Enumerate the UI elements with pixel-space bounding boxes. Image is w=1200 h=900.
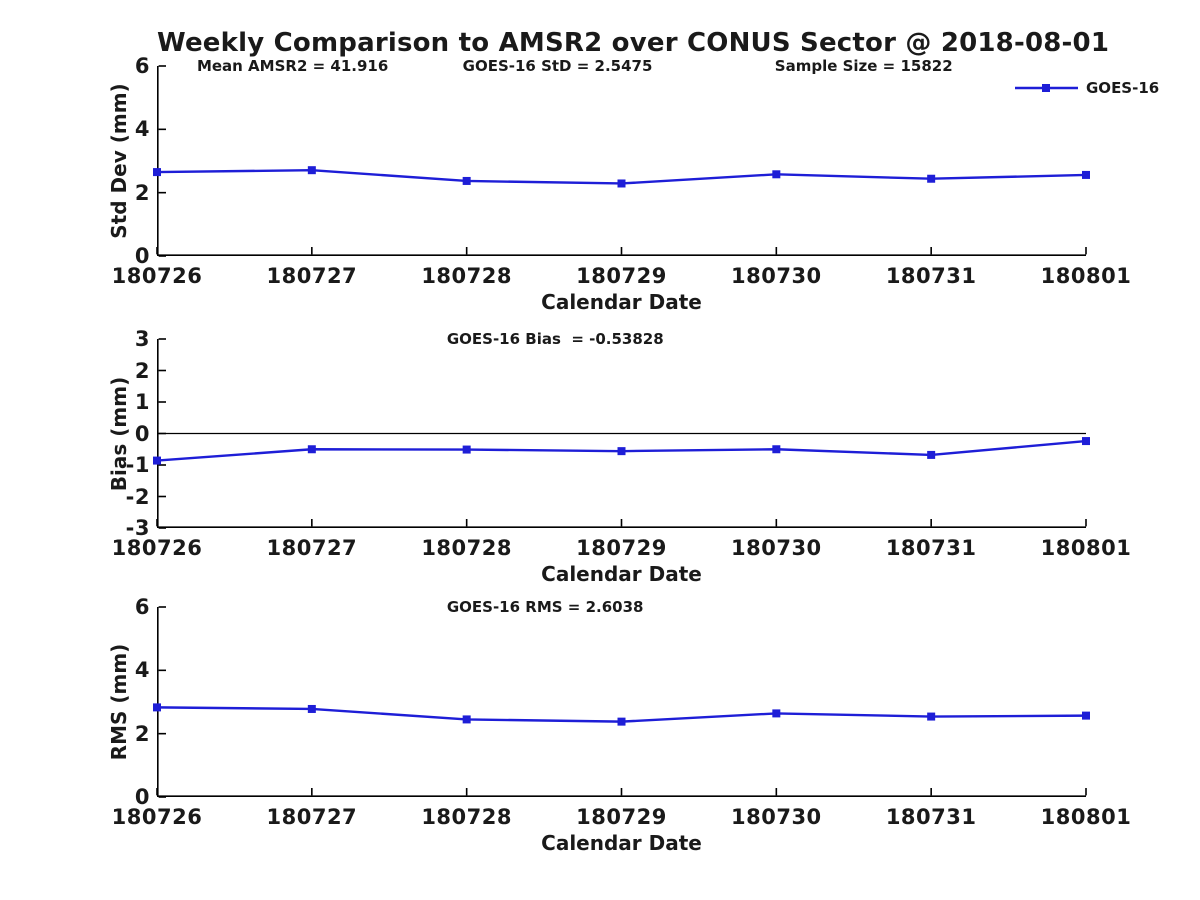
data-point xyxy=(617,179,626,188)
x-tick-label: 180730 xyxy=(730,536,822,560)
x-tick-label: 180728 xyxy=(421,264,512,288)
bias-plot-area: Bias (mm) Calendar Date -3 -2 -1 0 1 2 3 180726… xyxy=(107,328,1131,586)
y-tick-label: 6 xyxy=(134,54,150,78)
x-tick-label: 180729 xyxy=(576,536,667,560)
data-point xyxy=(153,456,161,465)
stddev-plot-area: Std Dev (mm) Calendar Date GOES-16 0 2 4 6 1… xyxy=(107,55,1159,314)
rms-annotation-0: GOES-16 RMS = 2.6038 xyxy=(446,598,644,616)
rms-plot-canvas xyxy=(153,606,1090,798)
data-point xyxy=(307,704,316,713)
data-point xyxy=(617,717,626,726)
data-point xyxy=(617,447,626,456)
data-point xyxy=(462,445,471,454)
legend-label: GOES-16 xyxy=(1086,79,1160,97)
data-point xyxy=(307,445,316,454)
data-point xyxy=(153,703,161,712)
x-tick-label: 180728 xyxy=(421,536,512,560)
x-tick-label: 180801 xyxy=(1040,805,1132,829)
y-tick-label: 1 xyxy=(134,390,150,414)
x-tick-label: 180731 xyxy=(885,264,977,288)
x-tick-label: 180726 xyxy=(111,264,203,288)
x-tick-label: 180729 xyxy=(576,805,667,829)
x-tick-label: 180730 xyxy=(730,805,822,829)
y-tick-label: 2 xyxy=(134,721,150,746)
x-tick-label: 180726 xyxy=(111,536,203,560)
y-tick-label: 2 xyxy=(134,358,150,383)
x-tick-label: 180727 xyxy=(266,264,358,288)
data-point xyxy=(462,715,471,724)
figure-title: Weekly Comparison to AMSR2 over CONUS Se… xyxy=(157,28,1110,58)
y-tick-label: 0 xyxy=(134,421,150,446)
data-point xyxy=(1082,711,1090,720)
stddev-x-axis-label: Calendar Date xyxy=(541,290,702,314)
x-tick-label: 180729 xyxy=(576,264,667,288)
data-point xyxy=(927,450,936,459)
x-tick-label: 180731 xyxy=(885,536,977,560)
x-tick-label: 180727 xyxy=(266,536,358,560)
x-tick-label: 180801 xyxy=(1040,264,1132,288)
legend: GOES-16 xyxy=(1015,79,1159,97)
y-tick-label: 4 xyxy=(134,117,150,142)
legend-marker-icon xyxy=(1042,84,1050,92)
data-point xyxy=(153,168,161,177)
rms-x-axis-label: Calendar Date xyxy=(541,831,702,855)
data-point xyxy=(1082,437,1090,446)
data-point xyxy=(772,445,781,454)
legend-line-sample xyxy=(1015,84,1078,92)
data-point xyxy=(772,709,781,718)
data-point xyxy=(927,174,936,183)
stddev-plot-canvas xyxy=(153,65,1090,257)
y-tick-label: -2 xyxy=(125,484,150,509)
stddev-annotation-2: Sample Size = 15822 xyxy=(774,57,953,75)
y-tick-label: 2 xyxy=(134,180,150,205)
x-tick-label: 180727 xyxy=(266,805,358,829)
stddev-annotation-1: GOES-16 StD = 2.5475 xyxy=(462,57,653,75)
x-tick-label: 180731 xyxy=(885,805,977,829)
x-tick-label: 180730 xyxy=(730,264,822,288)
data-point xyxy=(1082,170,1090,179)
y-tick-label: 3 xyxy=(134,327,150,351)
rms-plot-area: RMS (mm) Calendar Date 0 2 4 6 180726 180727 1… xyxy=(107,596,1131,855)
x-tick-label: 180801 xyxy=(1040,536,1132,560)
x-tick-label: 180728 xyxy=(421,805,512,829)
bias-x-axis-label: Calendar Date xyxy=(541,562,702,586)
data-point xyxy=(462,176,471,185)
x-tick-label: 180726 xyxy=(111,805,203,829)
data-point xyxy=(927,712,936,721)
stddev-y-axis-label: Std Dev (mm) xyxy=(107,83,131,239)
data-point xyxy=(772,170,781,179)
stddev-annotation-0: Mean AMSR2 = 41.916 xyxy=(196,57,389,75)
y-tick-label: -3 xyxy=(125,516,150,540)
y-tick-label: 0 xyxy=(134,244,150,268)
y-tick-label: 4 xyxy=(134,658,150,683)
y-tick-label: 0 xyxy=(134,785,150,809)
y-tick-label: -1 xyxy=(125,453,150,477)
data-point xyxy=(307,166,316,175)
bias-plot-canvas xyxy=(153,338,1090,529)
y-tick-label: 6 xyxy=(134,595,150,619)
bias-annotation-0: GOES-16 Bias = -0.53828 xyxy=(446,330,664,348)
